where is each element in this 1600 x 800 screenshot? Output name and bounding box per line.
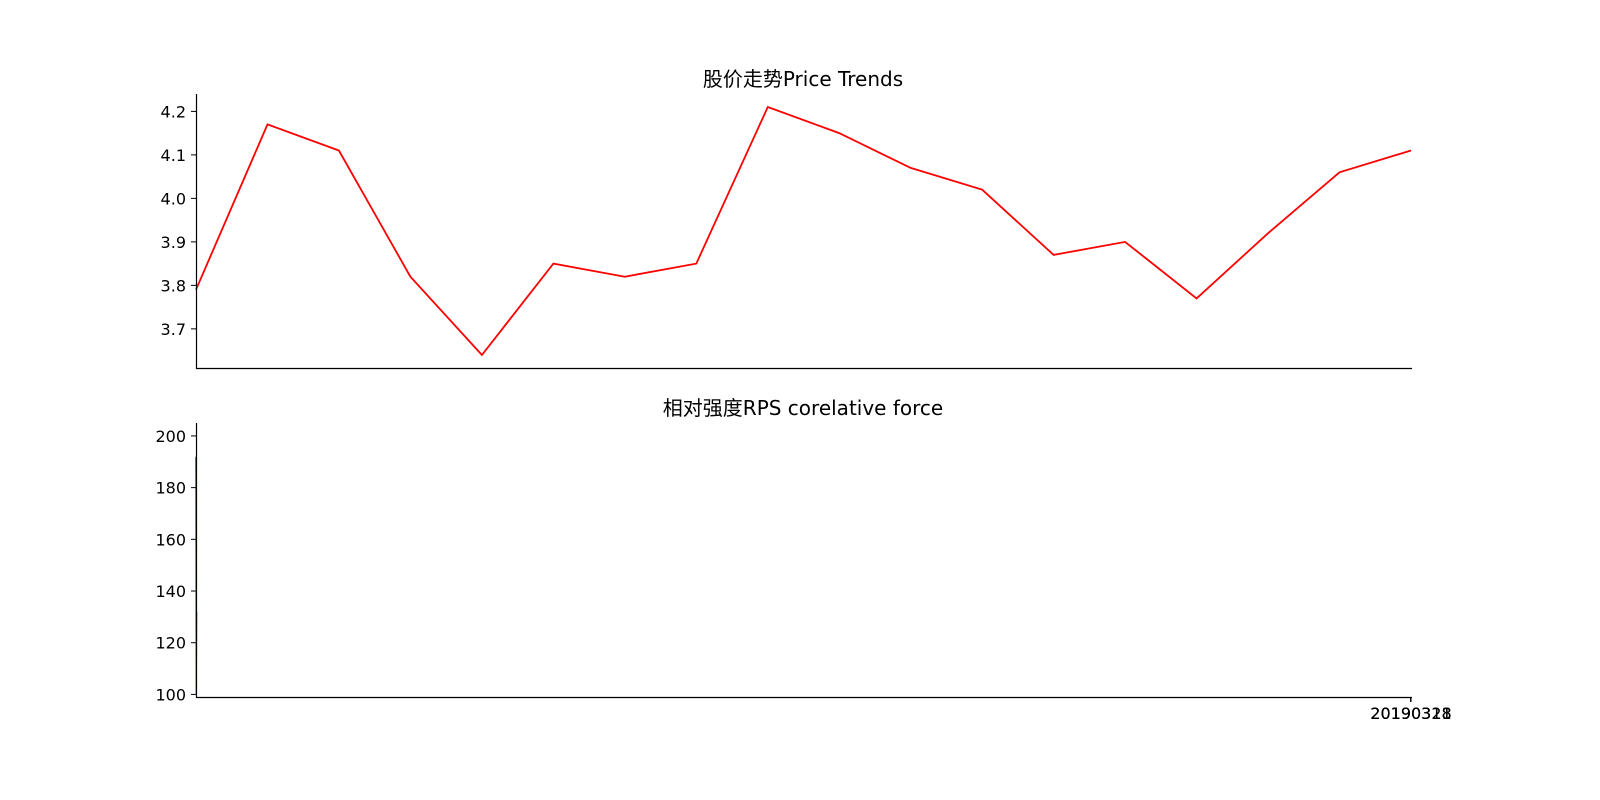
price-trend-y-tick-label: 3.9	[161, 233, 186, 252]
rps-x-tick-label: 20190311	[1370, 704, 1451, 723]
rps-y-tick-label: 120	[155, 634, 186, 653]
price-trend-line	[195, 105, 1412, 357]
price-trend-y-tick-label: 3.8	[161, 276, 186, 295]
price-trend-y-tick-label: 3.7	[161, 320, 186, 339]
rps-chart: 相对强度RPS corelative force 100 120 140 160 180…	[155, 396, 1451, 723]
rps-y-axis-ticks: 100 120 140 160 180 200	[155, 427, 196, 704]
rps-title: 相对强度RPS corelative force	[663, 396, 943, 420]
rps-y-tick-label: 180	[155, 479, 186, 498]
price-trend-y-tick-label: 4.0	[161, 189, 186, 208]
rps-y-tick-label: 160	[155, 530, 186, 549]
price-trend-y-axis-ticks: 3.7 3.8 3.9 4.0 4.1 4.2	[161, 102, 196, 339]
rps-y-tick-label: 140	[155, 582, 186, 601]
price-trend-chart: 股价走势Price Trends 3.7 3.8 3.9 4.0 4.1 4.2	[161, 67, 1412, 370]
price-trend-y-tick-label: 4.1	[161, 146, 186, 165]
rps-x-tick-label: 20190318	[1370, 704, 1451, 723]
rps-x-tick-label: 20190328	[1370, 704, 1451, 723]
price-trend-y-tick-label: 4.2	[161, 102, 186, 121]
price-trend-title: 股价走势Price Trends	[703, 67, 903, 91]
rps-y-tick-label: 100	[155, 685, 186, 704]
rps-y-tick-label: 200	[155, 427, 186, 446]
